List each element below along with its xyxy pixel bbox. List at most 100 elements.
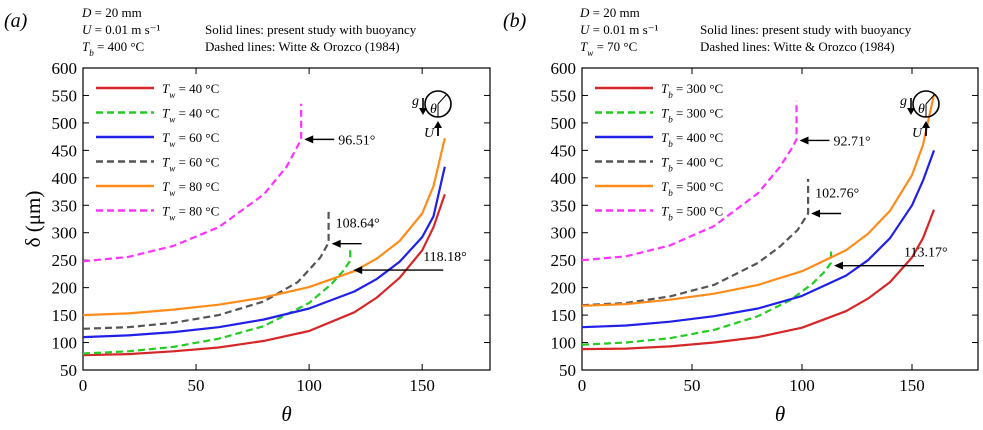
- gravity-label: g: [900, 94, 907, 109]
- y-tick-label: 550: [551, 86, 577, 105]
- series-line-3: [82, 166, 446, 339]
- chart-panel-a: (a) D = 20 mm U = 0.01 m s⁻¹ Tb = 400 °C Sol…: [4, 5, 491, 426]
- legend-label-2: Tw = 40 °C: [162, 106, 219, 125]
- legend-label-1: Tw = 40 °C: [162, 81, 219, 100]
- y-tick-label: 100: [551, 334, 577, 353]
- condition-diameter: D = 20 mm: [579, 5, 640, 20]
- gravity-arrow-head: [907, 108, 915, 115]
- panel-label: (b): [503, 10, 527, 32]
- y-tick-label: 200: [52, 279, 78, 298]
- series-line-6: [82, 103, 303, 263]
- annotation-arrow-head: [833, 261, 843, 270]
- condition-temperature: Tw = 70 °C: [580, 39, 637, 58]
- flow-inset: gθU: [900, 90, 940, 141]
- annotation-angle-1: 92.71°: [834, 134, 871, 149]
- y-axis-label: δ (μm): [21, 191, 45, 248]
- y-tick-label: 600: [52, 59, 78, 78]
- y-tick-label: 500: [52, 114, 78, 133]
- condition-velocity: U = 0.01 m s⁻¹: [580, 22, 659, 37]
- x-tick-label: 50: [684, 376, 701, 395]
- y-tick-label: 350: [551, 196, 577, 215]
- x-axis-label: θ: [775, 402, 785, 426]
- x-tick-label: 100: [296, 376, 322, 395]
- series-line-6: [581, 100, 798, 262]
- series-line-5: [581, 94, 936, 307]
- legend-label-4: Tb = 400 °C: [661, 155, 723, 174]
- note-dashed-lines: Dashed lines: Witte & Orozco (1984): [205, 39, 400, 54]
- y-tick-label: 200: [551, 279, 577, 298]
- x-tick-label: 0: [79, 376, 88, 395]
- series-line-3: [581, 150, 936, 329]
- condition-velocity: U = 0.01 m s⁻¹: [82, 22, 161, 37]
- legend-label-2: Tb = 300 °C: [661, 106, 723, 125]
- gravity-arrow-head: [419, 108, 427, 115]
- legend-label-5: Tw = 80 °C: [162, 179, 219, 198]
- annotation-angle-3: 113.17°: [904, 246, 948, 261]
- x-tick-label: 0: [578, 376, 587, 395]
- angle-label: θ: [918, 102, 925, 117]
- angle-radius-line: [437, 93, 448, 105]
- y-tick-label: 450: [551, 141, 577, 160]
- series-line-1: [82, 193, 446, 357]
- y-tick-label: 50: [559, 361, 576, 380]
- velocity-arrow-head: [434, 121, 442, 128]
- y-tick-label: 250: [551, 251, 577, 270]
- y-tick-label: 100: [52, 334, 78, 353]
- gravity-label: g: [412, 94, 419, 109]
- velocity-label: U: [912, 126, 923, 141]
- y-tick-label: 350: [52, 196, 78, 215]
- legend-label-6: Tb = 500 °C: [661, 204, 723, 223]
- series-line-4: [581, 178, 810, 307]
- annotation-arrow-head: [304, 135, 314, 144]
- angle-radius-line: [925, 93, 936, 105]
- x-axis-label: θ: [281, 402, 291, 426]
- y-tick-label: 600: [551, 59, 577, 78]
- y-tick-label: 500: [551, 114, 577, 133]
- velocity-arrow-head: [922, 121, 930, 128]
- y-tick-label: 150: [551, 306, 577, 325]
- series-line-4: [82, 209, 330, 330]
- legend-label-4: Tw = 60 °C: [162, 155, 219, 174]
- plot-frame: [82, 67, 491, 371]
- x-tick-label: 150: [899, 376, 925, 395]
- annotation-angle-3: 118.18°: [423, 250, 467, 265]
- note-solid-lines: Solid lines: present study with buoyancy: [205, 22, 417, 37]
- annotation-arrow-head: [811, 209, 821, 218]
- flow-inset: gθU: [412, 90, 452, 141]
- x-tick-label: 100: [789, 376, 815, 395]
- panel-label: (a): [4, 10, 28, 32]
- note-dashed-lines: Dashed lines: Witte & Orozco (1984): [700, 39, 895, 54]
- legend-label-5: Tb = 500 °C: [661, 179, 723, 198]
- annotation-arrow-head: [353, 266, 363, 275]
- x-tick-label: 50: [188, 376, 205, 395]
- y-tick-label: 300: [52, 224, 78, 243]
- plot-frame: [581, 67, 979, 371]
- chart-panel-b: (b) D = 20 mm U = 0.01 m s⁻¹ Tw = 70 °C Soli…: [503, 5, 979, 426]
- annotation-arrow-head: [331, 239, 341, 248]
- y-tick-label: 50: [60, 361, 77, 380]
- legend-label-6: Tw = 80 °C: [162, 204, 219, 223]
- note-solid-lines: Solid lines: present study with buoyancy: [700, 22, 912, 37]
- series-line-2: [581, 249, 833, 346]
- condition-diameter: D = 20 mm: [81, 5, 142, 20]
- annotation-arrow-head: [799, 136, 809, 145]
- annotation-angle-2: 108.64°: [336, 217, 380, 232]
- angle-label: θ: [430, 102, 437, 117]
- y-tick-label: 400: [551, 169, 577, 188]
- y-tick-label: 250: [52, 251, 78, 270]
- velocity-label: U: [424, 126, 435, 141]
- annotation-angle-1: 96.51°: [338, 133, 375, 148]
- y-tick-label: 150: [52, 306, 78, 325]
- series-line-1: [581, 209, 936, 351]
- condition-temperature: Tb = 400 °C: [82, 39, 144, 58]
- legend-label-1: Tb = 300 °C: [661, 81, 723, 100]
- y-tick-label: 550: [52, 86, 78, 105]
- legend-label-3: Tw = 60 °C: [162, 130, 219, 149]
- series-line-5: [82, 138, 446, 317]
- series-line-2: [82, 248, 352, 355]
- legend-label-3: Tb = 400 °C: [661, 130, 723, 149]
- y-tick-label: 300: [551, 224, 577, 243]
- y-tick-label: 450: [52, 141, 78, 160]
- x-tick-label: 150: [409, 376, 435, 395]
